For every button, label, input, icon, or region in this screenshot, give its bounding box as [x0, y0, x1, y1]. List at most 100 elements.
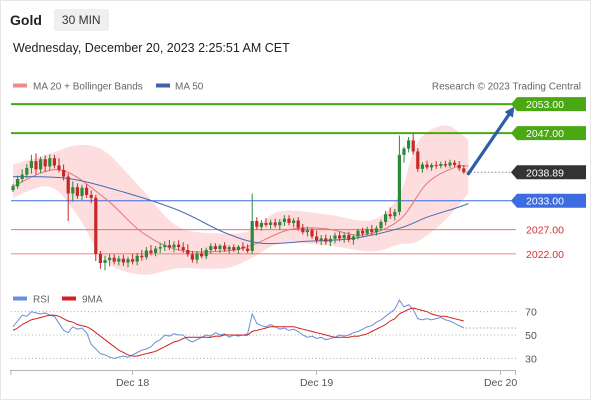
candle	[333, 232, 337, 244]
candle-body	[39, 159, 43, 170]
candle	[434, 161, 438, 169]
candle-body	[278, 221, 282, 226]
candle	[57, 158, 61, 173]
candle-body	[103, 260, 107, 264]
main-legend: MA 20 + Bollinger Bands MA 50 Research ©…	[13, 82, 581, 93]
candle	[296, 217, 300, 231]
rsi-ma-legend-swatch	[62, 296, 76, 301]
candle-body	[411, 140, 415, 152]
candle	[443, 160, 447, 168]
candle	[43, 155, 47, 172]
candle-body	[370, 229, 374, 233]
candle-body	[163, 245, 167, 248]
candle-body	[126, 259, 130, 263]
candle-body	[305, 230, 309, 233]
candle	[407, 136, 411, 153]
candle-body	[25, 167, 29, 175]
candle	[135, 252, 139, 266]
level-label-2033.00: 2033.00	[526, 196, 564, 208]
candle-body	[315, 236, 319, 241]
timeframe-badge[interactable]: 30 MIN	[53, 9, 109, 31]
candle	[34, 153, 38, 175]
candle	[80, 184, 84, 201]
candle-body	[16, 179, 20, 187]
candle	[163, 241, 167, 251]
level-label-2038.89: 2038.89	[526, 167, 564, 179]
symbol-title: Gold	[10, 12, 42, 28]
candle-body	[264, 222, 268, 225]
candle	[200, 248, 204, 259]
candle-body	[154, 248, 158, 253]
candle	[269, 219, 273, 229]
candle	[85, 184, 89, 198]
candle-body	[227, 247, 231, 250]
candle	[397, 135, 401, 216]
candle	[89, 190, 93, 204]
candle-body	[462, 168, 466, 173]
candle	[186, 244, 190, 257]
candle-body	[52, 158, 56, 166]
candle-body	[177, 244, 181, 248]
candle-body	[195, 253, 199, 260]
candle-body	[140, 255, 144, 258]
candle-body	[342, 235, 346, 239]
candle-body	[269, 222, 273, 225]
candle-body	[273, 222, 277, 226]
candle	[370, 224, 374, 236]
candle	[416, 148, 420, 172]
candle	[29, 154, 33, 174]
level-label-2022.00: 2022.00	[526, 249, 564, 261]
candle	[448, 159, 452, 168]
candle	[20, 169, 24, 183]
candle	[172, 241, 176, 253]
candle-body	[20, 174, 24, 179]
candle-body	[223, 245, 227, 250]
candle	[402, 146, 406, 163]
datetime-stamp: Wednesday, December 20, 2023 2:25:51 AM …	[13, 41, 290, 55]
rsi-line	[12, 298, 465, 359]
candle-body	[62, 169, 66, 177]
candle	[177, 240, 181, 251]
candle-body	[338, 235, 342, 239]
credit-text: Research © 2023 Trading Central	[432, 82, 581, 93]
ma50-legend-swatch	[156, 83, 170, 88]
candle	[154, 246, 158, 257]
candle-body	[434, 164, 438, 166]
candle	[292, 218, 296, 228]
candle	[167, 239, 171, 250]
candle-body	[407, 140, 411, 149]
candle-body	[135, 255, 139, 262]
level-label-2027.00: 2027.00	[526, 225, 564, 237]
candle	[255, 217, 259, 230]
ma50-legend-label: MA 50	[175, 82, 204, 93]
forecast-arrow-shaft	[466, 113, 511, 176]
x-tick-label: Dec 20	[484, 377, 517, 389]
rsi-ma-legend-label: 9MA	[82, 295, 103, 306]
ma20-legend-swatch	[13, 83, 27, 88]
candle-body	[365, 229, 369, 234]
candle	[236, 245, 240, 254]
candle-body	[319, 238, 323, 241]
candle	[356, 228, 360, 240]
candle	[305, 226, 309, 237]
candle	[98, 250, 102, 269]
candle	[71, 181, 75, 202]
level-label-2047.00: 2047.00	[526, 128, 564, 140]
candle-body	[204, 249, 208, 257]
candle	[347, 231, 351, 243]
candle	[223, 242, 227, 252]
candle	[365, 226, 369, 236]
moving-averages	[12, 165, 469, 253]
candle-body	[218, 245, 222, 250]
candle	[278, 219, 282, 230]
level-labels: 2053.00 2047.00 2038.89 2033.00 2027.00 2022.…	[511, 97, 586, 261]
candle	[103, 255, 107, 271]
level-tag-2053.00	[511, 97, 586, 112]
ma20-legend-label: MA 20 + Bollinger Bands	[33, 82, 143, 93]
forecast-arrow-head	[504, 106, 515, 118]
candle	[232, 244, 236, 252]
candle-body	[48, 158, 52, 167]
candle	[48, 154, 52, 171]
candle	[379, 219, 383, 231]
